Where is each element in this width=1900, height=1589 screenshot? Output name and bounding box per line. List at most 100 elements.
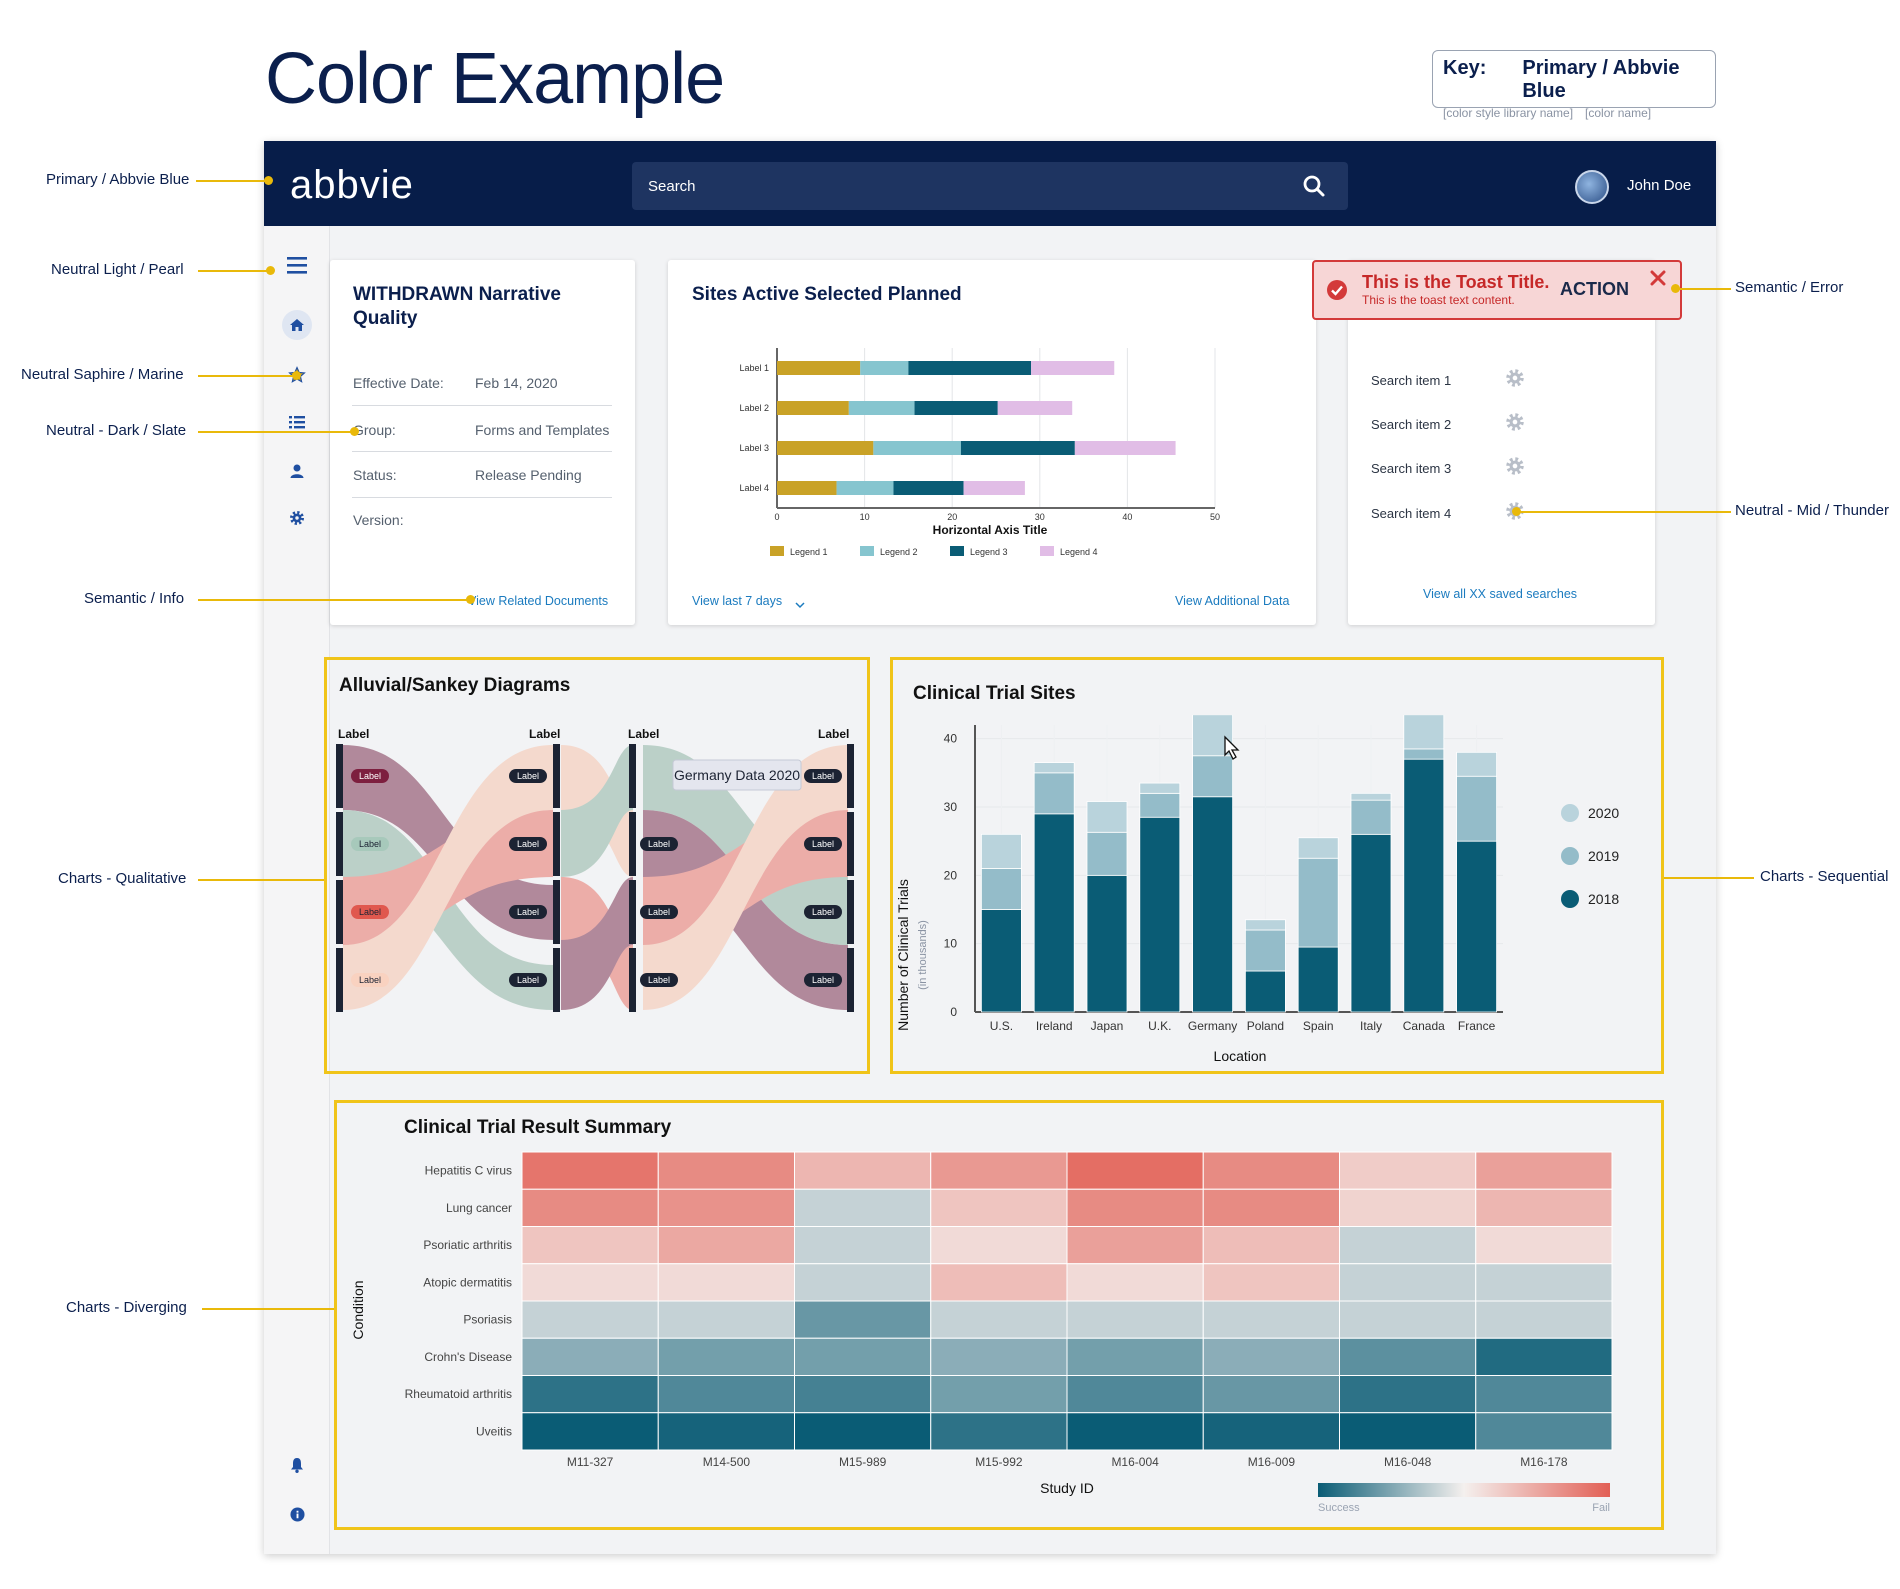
sankey-node-chip: [640, 973, 678, 987]
legend-label: 2019: [1588, 848, 1619, 864]
divider: [352, 405, 612, 406]
user-name[interactable]: John Doe: [1627, 177, 1692, 194]
sankey-node-label: Label: [812, 907, 834, 917]
annotation-line: [202, 1308, 334, 1310]
sankey-node: [553, 812, 560, 876]
cursor-icon: [1224, 735, 1240, 760]
bar-segment: [908, 361, 1032, 375]
sankey-node-label: Label: [359, 771, 381, 781]
search-item[interactable]: Search item 3: [1371, 461, 1452, 476]
heatmap-cell: [1475, 1151, 1613, 1190]
heatmap-cell: [1066, 1263, 1204, 1302]
bar-segment: [1031, 361, 1115, 375]
annotation-line: [198, 431, 353, 433]
x-tick-label: M16-048: [1384, 1455, 1432, 1469]
heatmap-cell: [1339, 1375, 1477, 1414]
bar-segment: [1297, 946, 1339, 1013]
heatmap-cell: [521, 1263, 659, 1302]
clinical-sites-title: Clinical Trial Sites: [913, 683, 1076, 704]
heatmap-cell: [930, 1412, 1068, 1451]
heatmap-cell: [794, 1188, 932, 1227]
heatmap-cell: [1202, 1375, 1340, 1414]
bell-icon[interactable]: [282, 1450, 312, 1480]
bar-segment: [836, 481, 894, 495]
bar-segment: [1297, 857, 1339, 948]
bar-segment: [1297, 837, 1339, 859]
sankey-flow: [343, 810, 553, 1010]
gear-icon[interactable]: [1505, 368, 1525, 393]
search-item[interactable]: Search item 4: [1371, 506, 1452, 521]
category-label: Italy: [1360, 1019, 1382, 1033]
sankey-node-chip: [351, 973, 389, 987]
heatmap-section: [334, 1100, 1664, 1530]
y-tick-label: Psoriasis: [463, 1313, 512, 1327]
bar-segment: [1456, 751, 1497, 777]
view-additional-data-link[interactable]: View Additional Data: [1175, 594, 1290, 608]
bar-segment: [873, 441, 961, 455]
bar-segment: [1033, 813, 1075, 1013]
bar-segment: [1244, 970, 1286, 1013]
gear-icon[interactable]: [282, 503, 312, 533]
sankey-column-label: Label: [338, 727, 369, 741]
heatmap-cell: [794, 1263, 932, 1302]
heatmap-cell: [1202, 1226, 1340, 1265]
toast-action-button[interactable]: ACTION: [1560, 279, 1629, 299]
sites-card-title: Sites Active Selected Planned: [692, 284, 962, 305]
y-tick-label: 30: [944, 800, 958, 814]
heatmap-cell: [521, 1375, 659, 1414]
abbvie-logo[interactable]: abbvie: [290, 163, 414, 207]
view-related-documents-link[interactable]: View Related Documents: [468, 594, 609, 608]
heatmap-cell: [930, 1375, 1068, 1414]
menu-icon[interactable]: [282, 250, 312, 280]
heatmap-cell: [794, 1151, 932, 1190]
x-tick-label: M15-989: [839, 1455, 887, 1469]
search-item[interactable]: Search item 2: [1371, 417, 1452, 432]
sankey-node: [629, 948, 636, 1012]
avatar[interactable]: [1575, 170, 1609, 204]
info-icon[interactable]: [282, 1499, 312, 1529]
sankey-node-chip: [804, 769, 842, 783]
y-tick-label: Atopic dermatitis: [423, 1275, 512, 1289]
sankey-flow: [643, 745, 848, 1010]
x-tick-label: M14-500: [703, 1455, 751, 1469]
scale-label-success: Success: [1318, 1502, 1360, 1514]
heatmap-cell: [521, 1226, 659, 1265]
view-saved-searches-link[interactable]: View all XX saved searches: [1423, 587, 1578, 601]
x-tick-label: 40: [1122, 512, 1132, 522]
sankey-node-chip: [351, 837, 389, 851]
search-item[interactable]: Search item 1: [1371, 373, 1452, 388]
gear-icon[interactable]: [1505, 412, 1525, 437]
legend-swatch: [860, 546, 874, 556]
search-icon[interactable]: [1302, 174, 1326, 203]
home-icon[interactable]: [282, 310, 312, 340]
y-tick-label: 0: [950, 1005, 957, 1019]
heatmap-cell: [1202, 1337, 1340, 1376]
y-tick-label: Psoriatic arthritis: [423, 1238, 512, 1252]
meta-label: Status:: [353, 467, 397, 483]
chevron-down-icon[interactable]: [795, 596, 805, 614]
category-label: France: [1458, 1019, 1496, 1033]
heatmap-cell: [1066, 1375, 1204, 1414]
heatmap-cell: [794, 1412, 932, 1451]
annotation-line: [198, 599, 470, 601]
heatmap-cell: [1202, 1300, 1340, 1339]
list-icon[interactable]: [282, 407, 312, 437]
x-tick-label: M16-178: [1520, 1455, 1568, 1469]
sankey-node-label: Label: [517, 839, 539, 849]
user-icon[interactable]: [282, 456, 312, 486]
sankey-node: [553, 744, 560, 808]
divider: [352, 497, 612, 498]
legend-swatch: [1561, 847, 1579, 865]
bar-segment: [777, 481, 837, 495]
close-icon[interactable]: [1650, 270, 1666, 291]
sankey-node: [847, 744, 854, 808]
heatmap-cell: [1339, 1263, 1477, 1302]
bar-segment: [1350, 792, 1392, 801]
sankey-node: [336, 812, 343, 876]
search-input[interactable]: [632, 162, 1348, 210]
key-label: Key:: [1443, 57, 1487, 79]
category-label: Japan: [1091, 1019, 1124, 1033]
view-last-7-days-link[interactable]: View last 7 days: [692, 594, 783, 608]
annotation-dot: [264, 176, 273, 185]
gear-icon[interactable]: [1505, 456, 1525, 481]
